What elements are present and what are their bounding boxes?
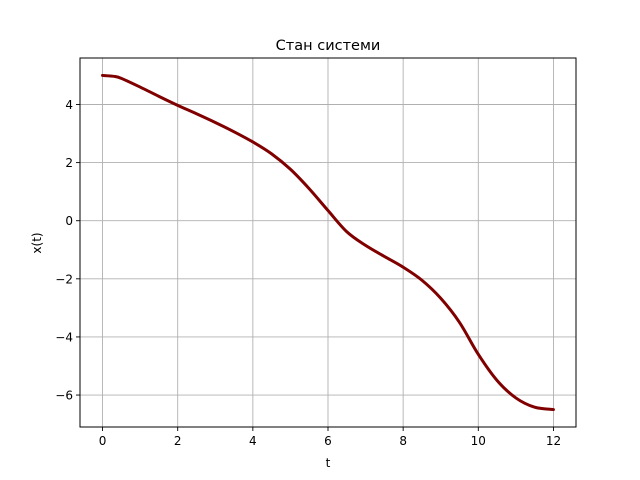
x-tick-label: 2 [174, 434, 182, 448]
x-tick-label: 6 [324, 434, 332, 448]
x-tick-label: 10 [471, 434, 486, 448]
y-tick-label: −4 [55, 330, 73, 344]
y-tick-label: −2 [55, 272, 73, 286]
y-tick-label: 4 [65, 98, 73, 112]
x-axis-label: t [326, 456, 331, 470]
x-tick-label: 4 [249, 434, 257, 448]
series-line [101, 73, 555, 412]
y-tick-label: 0 [65, 214, 73, 228]
x-tick-label: 0 [99, 434, 107, 448]
x-tick-label: 12 [546, 434, 561, 448]
y-tick-label: −6 [55, 389, 73, 403]
chart-title: Стан системи [276, 38, 381, 54]
y-axis-label: x(t) [30, 232, 44, 253]
tick-layer: 0 2 4 6 8 10 12 4 2 0 −2 −4 −6 [55, 98, 561, 448]
x-tick-label: 8 [399, 434, 407, 448]
y-tick-label: 2 [65, 156, 73, 170]
grid-layer [80, 58, 576, 427]
